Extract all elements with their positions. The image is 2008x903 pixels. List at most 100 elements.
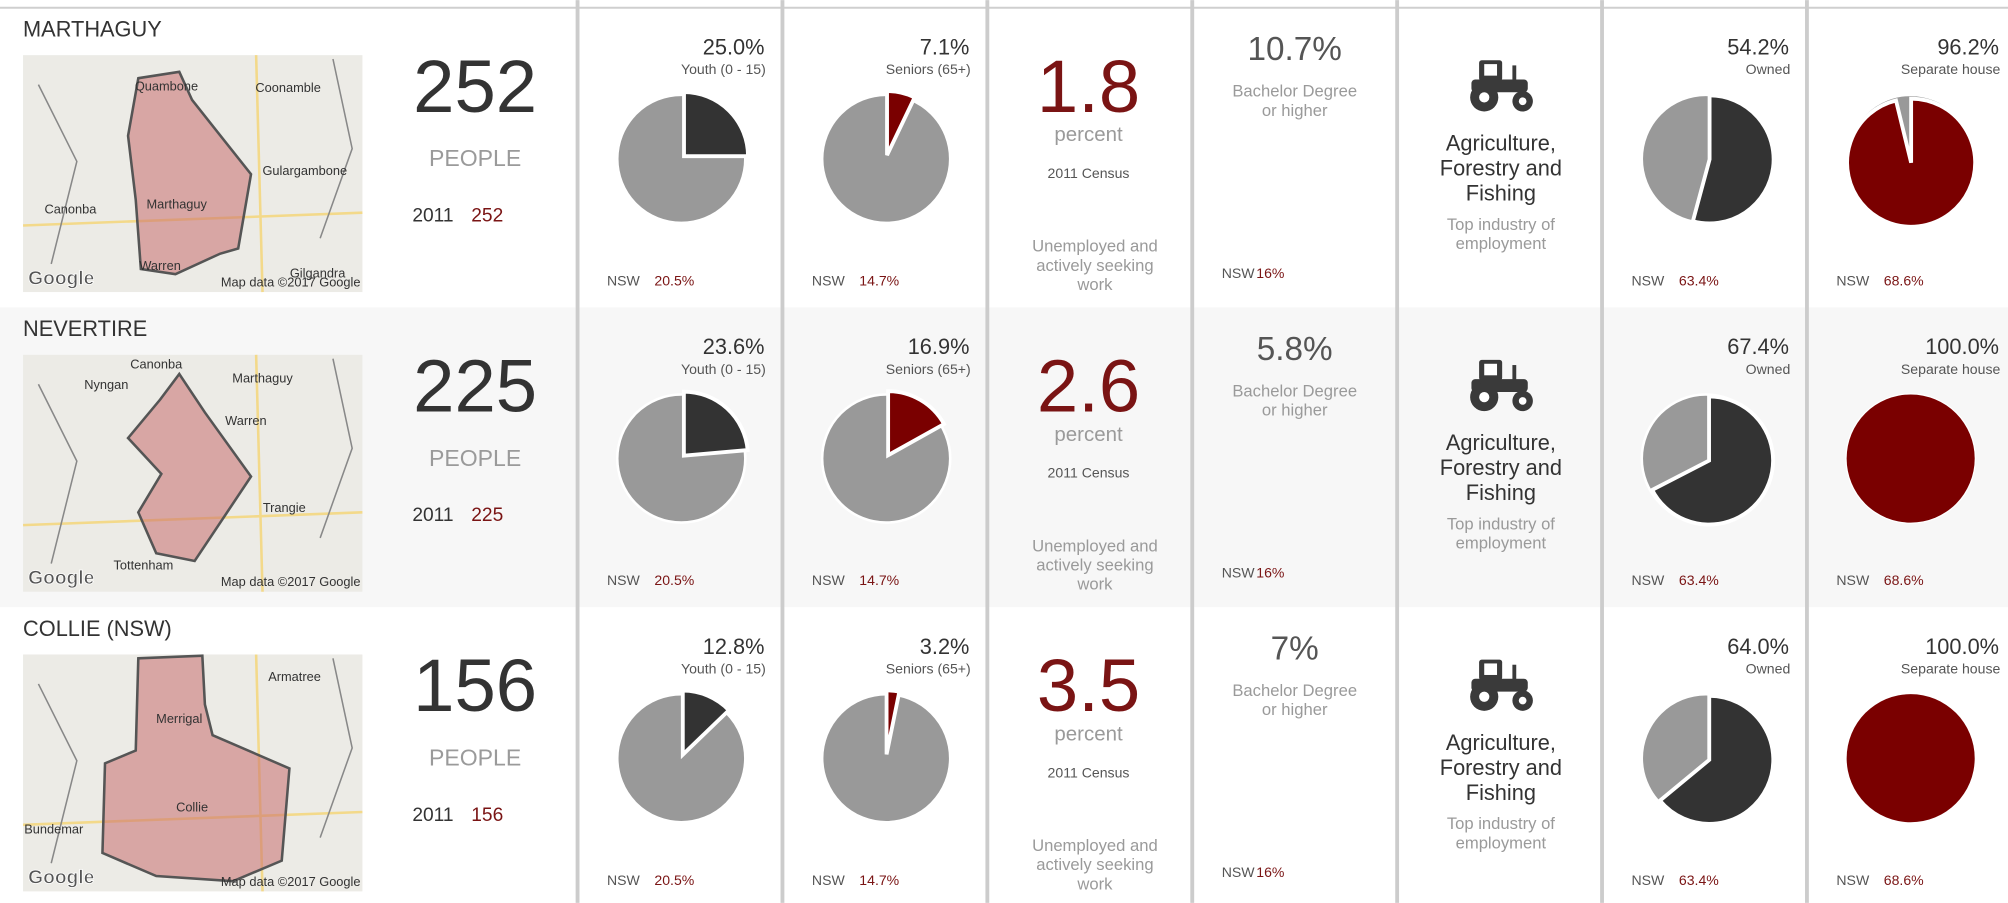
census-source: 2011 Census [1048, 465, 1130, 481]
unemployment-caption: work [1076, 275, 1113, 294]
industry-name: Agriculture, [1446, 131, 1556, 156]
map-place: Marthaguy [232, 371, 293, 386]
nsw-value: 14.7% [859, 572, 899, 588]
map-place: Marthaguy [146, 196, 207, 211]
industry-name: Fishing [1466, 480, 1536, 505]
census-year: 2011 [412, 805, 453, 826]
nsw-value: 63.4% [1679, 273, 1719, 289]
map-place: Quambone [135, 79, 198, 94]
population: 252 [413, 45, 537, 128]
nsw-label: NSW [607, 572, 641, 588]
tractor-hub [1519, 97, 1527, 105]
place-name: MARTHAGUY [23, 17, 162, 42]
tractor-exhaust [1512, 365, 1516, 380]
population: 225 [413, 345, 537, 428]
nsw-value: 63.4% [1679, 872, 1719, 888]
industry-caption: employment [1456, 534, 1547, 553]
unemployment-caption: actively seeking [1036, 556, 1153, 575]
nsw-value: 16% [1256, 265, 1285, 281]
census-source: 2011 Census [1048, 165, 1130, 181]
census-table: MARTHAGUYQuamboneCoonambleGulargamboneCa… [0, 0, 2008, 903]
map-logo: Google [28, 268, 94, 289]
map-place: Merrigal [156, 711, 202, 726]
percent-label: 100.0% [1925, 334, 1999, 359]
place-name: NEVERTIRE [23, 316, 147, 341]
nsw-label: NSW [812, 872, 846, 888]
census-year: 2011 [412, 206, 453, 227]
nsw-label: NSW [1632, 273, 1666, 289]
nsw-label: NSW [1836, 273, 1870, 289]
pie-caption: Owned [1746, 361, 1791, 377]
place-name: COLLIE (NSW) [23, 616, 172, 641]
nsw-value: 68.6% [1884, 572, 1924, 588]
industry-name: Forestry and [1440, 755, 1562, 780]
map-logo: Google [28, 868, 94, 889]
unemployment-caption: Unemployed and [1032, 237, 1158, 256]
population-unit: PEOPLE [429, 745, 521, 771]
industry-name: Fishing [1466, 780, 1536, 805]
unemployment-caption: work [1076, 874, 1113, 893]
pie-caption: Youth (0 - 15) [681, 361, 766, 377]
unemployment-caption: actively seeking [1036, 855, 1153, 874]
population-unit: PEOPLE [429, 145, 521, 171]
pie-caption: Separate house [1901, 61, 2001, 77]
census-source: 2011 Census [1048, 764, 1130, 780]
census-year-value: 225 [471, 505, 503, 526]
tractor-exhaust [1512, 65, 1516, 80]
industry-caption: Top industry of [1447, 215, 1555, 234]
pie-caption: Separate house [1901, 661, 2001, 677]
nsw-label: NSW [1836, 572, 1870, 588]
industry-caption: Top industry of [1447, 814, 1555, 833]
nsw-label: NSW [607, 273, 641, 289]
nsw-value: 20.5% [654, 872, 694, 888]
percent-label: 7.1% [920, 34, 970, 59]
bachelor-caption: or higher [1262, 401, 1328, 420]
nsw-label: NSW [1222, 265, 1256, 281]
nsw-label: NSW [1222, 565, 1256, 581]
population-unit: PEOPLE [429, 445, 521, 471]
nsw-value: 68.6% [1884, 273, 1924, 289]
unemployment-rate: 1.8 [1037, 45, 1140, 128]
population: 156 [413, 644, 537, 727]
pie-caption: Youth (0 - 15) [681, 61, 766, 77]
map-attribution: Map data ©2017 Google [221, 574, 361, 589]
pie-caption: Seniors (65+) [886, 361, 971, 377]
map-place: Canonba [44, 201, 97, 216]
map-place: Warren [139, 258, 180, 273]
industry-name: Fishing [1466, 180, 1536, 205]
map-place: Nyngan [84, 377, 128, 392]
map-logo: Google [28, 568, 94, 589]
map-attribution: Map data ©2017 Google [221, 274, 361, 289]
census-year: 2011 [412, 505, 453, 526]
nsw-value: 16% [1256, 864, 1285, 880]
unemployment-caption: Unemployed and [1032, 836, 1158, 855]
percent-label: 54.2% [1727, 34, 1789, 59]
nsw-value: 20.5% [654, 273, 694, 289]
percent-label: 100.0% [1925, 634, 1999, 659]
tractor-hub [1519, 697, 1527, 705]
percent-label: 64.0% [1727, 634, 1789, 659]
bachelor-caption: or higher [1262, 101, 1328, 120]
bachelor-rate: 7% [1271, 630, 1319, 667]
pie-caption: Separate house [1901, 361, 2001, 377]
map-place: Armatree [268, 669, 321, 684]
percent-label: 67.4% [1727, 334, 1789, 359]
nsw-label: NSW [1632, 872, 1666, 888]
percent-label: 25.0% [703, 34, 765, 59]
unemployment-caption: actively seeking [1036, 256, 1153, 275]
nsw-value: 68.6% [1884, 872, 1924, 888]
industry-caption: employment [1456, 833, 1547, 852]
map-place: Tottenham [114, 557, 174, 572]
percent-label: 12.8% [703, 634, 765, 659]
pie-caption: Seniors (65+) [886, 661, 971, 677]
nsw-value: 16% [1256, 565, 1285, 581]
nsw-value: 14.7% [859, 273, 899, 289]
tractor-window [1484, 364, 1497, 376]
percent-label: 3.2% [920, 634, 970, 659]
nsw-label: NSW [812, 572, 846, 588]
pie-slice [1847, 395, 1975, 523]
map-place: Collie [176, 800, 208, 815]
bachelor-caption: Bachelor Degree [1232, 681, 1357, 700]
bachelor-caption: or higher [1262, 700, 1328, 719]
pie-caption: Youth (0 - 15) [681, 661, 766, 677]
